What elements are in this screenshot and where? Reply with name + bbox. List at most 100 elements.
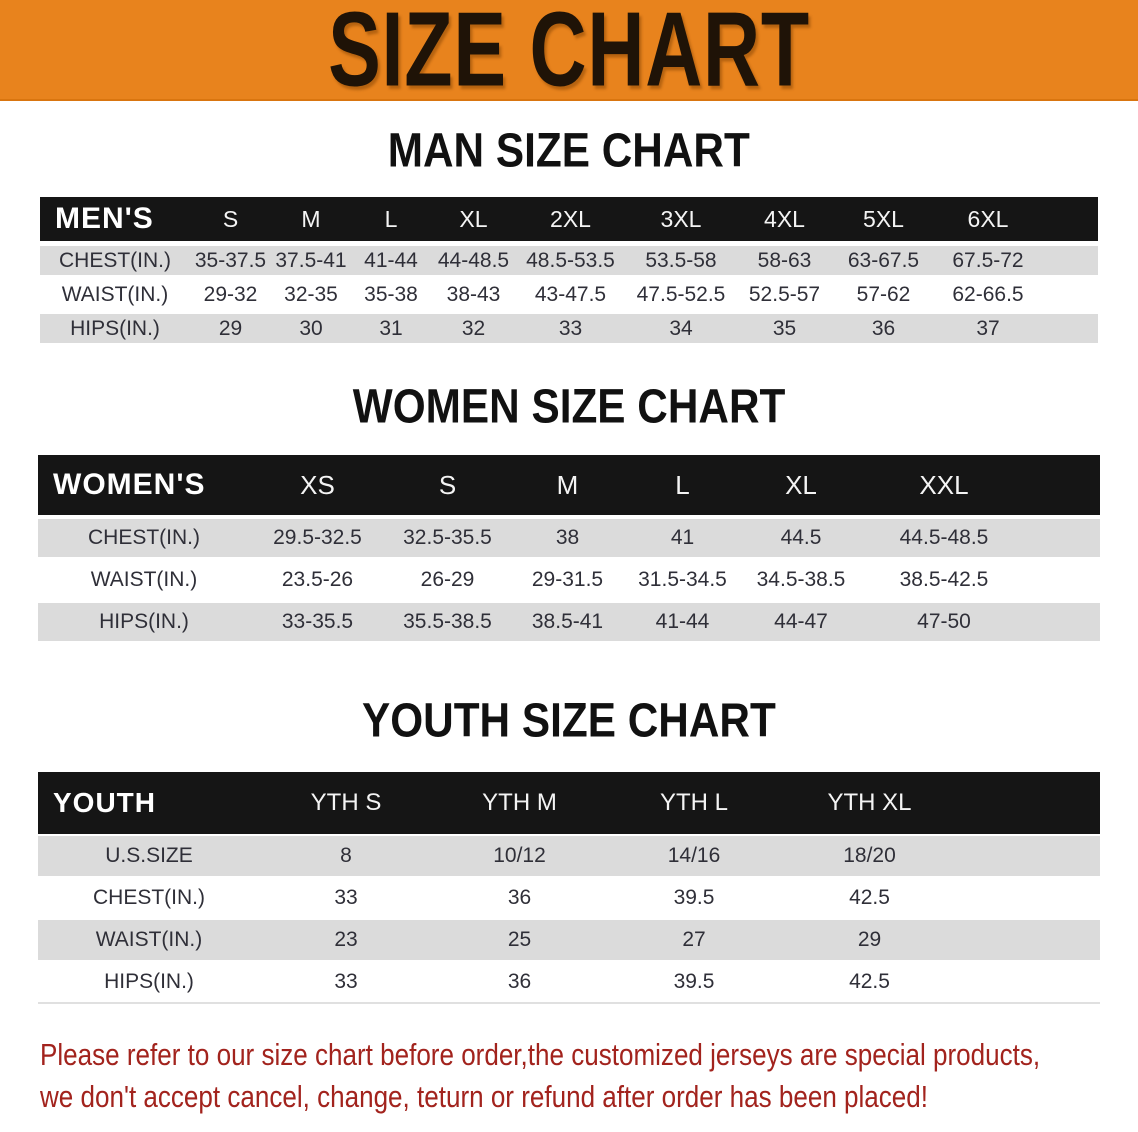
size-value-cell: 41 xyxy=(625,515,740,557)
size-value-cell: 33 xyxy=(516,309,625,343)
youth-col-header-s: YTH S xyxy=(260,772,432,834)
men-col-header-s: S xyxy=(190,197,271,241)
men-col-header-xl: XL xyxy=(431,197,516,241)
men-col-header-6xl: 6XL xyxy=(935,197,1041,241)
row-spacer-cell xyxy=(1026,599,1100,641)
size-value-cell: 47-50 xyxy=(862,599,1026,641)
size-value-cell: 23.5-26 xyxy=(250,557,385,599)
measure-label: HIPS(IN.) xyxy=(40,309,190,343)
youth-ussize-row: U.S.SIZE 8 10/12 14/16 18/20 xyxy=(38,834,1100,876)
header-spacer-cell xyxy=(1026,455,1100,515)
size-value-cell: 44-48.5 xyxy=(431,241,516,275)
measure-label: U.S.SIZE xyxy=(38,834,260,876)
measure-label: CHEST(IN.) xyxy=(38,515,250,557)
size-value-cell: 38 xyxy=(510,515,625,557)
size-value-cell: 43-47.5 xyxy=(516,275,625,309)
measure-label: WAIST(IN.) xyxy=(38,918,260,960)
youth-col-header-l: YTH L xyxy=(607,772,781,834)
measure-label: CHEST(IN.) xyxy=(40,241,190,275)
men-col-header-4xl: 4XL xyxy=(737,197,832,241)
row-spacer-cell xyxy=(1041,241,1098,275)
measure-label: WAIST(IN.) xyxy=(38,557,250,599)
size-value-cell: 32.5-35.5 xyxy=(385,515,510,557)
size-value-cell: 34.5-38.5 xyxy=(740,557,862,599)
men-col-header-2xl: 2XL xyxy=(516,197,625,241)
women-size-table: WOMEN'S XS S M L XL XXL CHEST(IN.) 29.5-… xyxy=(38,455,1100,641)
row-spacer-cell xyxy=(958,918,1100,960)
men-hips-row: HIPS(IN.) 29 30 31 32 33 34 35 36 37 xyxy=(40,309,1098,343)
size-value-cell: 36 xyxy=(832,309,935,343)
women-col-header-s: S xyxy=(385,455,510,515)
size-value-cell: 47.5-52.5 xyxy=(625,275,737,309)
size-value-cell: 63-67.5 xyxy=(832,241,935,275)
size-value-cell: 44.5-48.5 xyxy=(862,515,1026,557)
men-col-header-5xl: 5XL xyxy=(832,197,935,241)
size-value-cell: 39.5 xyxy=(607,876,781,918)
size-value-cell: 32-35 xyxy=(271,275,351,309)
men-size-table: MEN'S S M L XL 2XL 3XL 4XL 5XL 6XL CHEST… xyxy=(40,197,1098,343)
youth-col-header-m: YTH M xyxy=(432,772,607,834)
women-waist-row: WAIST(IN.) 23.5-26 26-29 29-31.5 31.5-34… xyxy=(38,557,1100,599)
size-value-cell: 53.5-58 xyxy=(625,241,737,275)
size-value-cell: 29-32 xyxy=(190,275,271,309)
measure-label: WAIST(IN.) xyxy=(40,275,190,309)
women-chest-row: CHEST(IN.) 29.5-32.5 32.5-35.5 38 41 44.… xyxy=(38,515,1100,557)
size-value-cell: 52.5-57 xyxy=(737,275,832,309)
men-col-header-l: L xyxy=(351,197,431,241)
size-value-cell: 35 xyxy=(737,309,832,343)
size-value-cell: 36 xyxy=(432,960,607,1002)
youth-header-row: YOUTH YTH S YTH M YTH L YTH XL xyxy=(38,772,1100,834)
size-value-cell: 18/20 xyxy=(781,834,958,876)
size-value-cell: 25 xyxy=(432,918,607,960)
footer-note-line2: we don't accept cancel, change, teturn o… xyxy=(40,1079,929,1114)
size-value-cell: 23 xyxy=(260,918,432,960)
size-value-cell: 44-47 xyxy=(740,599,862,641)
header-spacer-cell xyxy=(1041,197,1098,241)
size-value-cell: 35-38 xyxy=(351,275,431,309)
header-spacer-cell xyxy=(958,772,1100,834)
size-value-cell: 14/16 xyxy=(607,834,781,876)
row-spacer-cell xyxy=(1041,275,1098,309)
size-value-cell: 44.5 xyxy=(740,515,862,557)
men-waist-row: WAIST(IN.) 29-32 32-35 35-38 38-43 43-47… xyxy=(40,275,1098,309)
size-value-cell: 67.5-72 xyxy=(935,241,1041,275)
row-spacer-cell xyxy=(958,960,1100,1002)
size-value-cell: 33-35.5 xyxy=(250,599,385,641)
men-group-label: MEN'S xyxy=(40,197,190,241)
youth-hips-row: HIPS(IN.) 33 36 39.5 42.5 xyxy=(38,960,1100,1002)
row-spacer-cell xyxy=(1026,515,1100,557)
size-value-cell: 42.5 xyxy=(781,876,958,918)
footer-note-line1: Please refer to our size chart before or… xyxy=(40,1037,1041,1072)
size-value-cell: 62-66.5 xyxy=(935,275,1041,309)
size-value-cell: 29 xyxy=(190,309,271,343)
size-value-cell: 41-44 xyxy=(351,241,431,275)
size-value-cell: 38-43 xyxy=(431,275,516,309)
women-col-header-xxl: XXL xyxy=(862,455,1026,515)
measure-label: CHEST(IN.) xyxy=(38,876,260,918)
size-value-cell: 48.5-53.5 xyxy=(516,241,625,275)
women-col-header-l: L xyxy=(625,455,740,515)
size-value-cell: 37 xyxy=(935,309,1041,343)
women-section-title: WOMEN SIZE CHART xyxy=(352,378,786,434)
size-value-cell: 41-44 xyxy=(625,599,740,641)
women-group-label: WOMEN'S xyxy=(38,455,250,515)
youth-col-header-xl: YTH XL xyxy=(781,772,958,834)
row-spacer-cell xyxy=(958,834,1100,876)
size-value-cell: 31.5-34.5 xyxy=(625,557,740,599)
men-section-title: MAN SIZE CHART xyxy=(387,122,751,178)
youth-chest-row: CHEST(IN.) 33 36 39.5 42.5 xyxy=(38,876,1100,918)
row-spacer-cell xyxy=(958,876,1100,918)
youth-size-table: YOUTH YTH S YTH M YTH L YTH XL U.S.SIZE … xyxy=(38,772,1100,1004)
size-value-cell: 34 xyxy=(625,309,737,343)
size-value-cell: 29 xyxy=(781,918,958,960)
banner: SIZE CHART xyxy=(0,0,1138,103)
men-header-row: MEN'S S M L XL 2XL 3XL 4XL 5XL 6XL xyxy=(40,197,1098,241)
size-value-cell: 32 xyxy=(431,309,516,343)
men-col-header-m: M xyxy=(271,197,351,241)
measure-label: HIPS(IN.) xyxy=(38,599,250,641)
size-value-cell: 8 xyxy=(260,834,432,876)
footer-note: Please refer to our size chart before or… xyxy=(0,1034,1138,1118)
women-col-header-xs: XS xyxy=(250,455,385,515)
size-value-cell: 35-37.5 xyxy=(190,241,271,275)
